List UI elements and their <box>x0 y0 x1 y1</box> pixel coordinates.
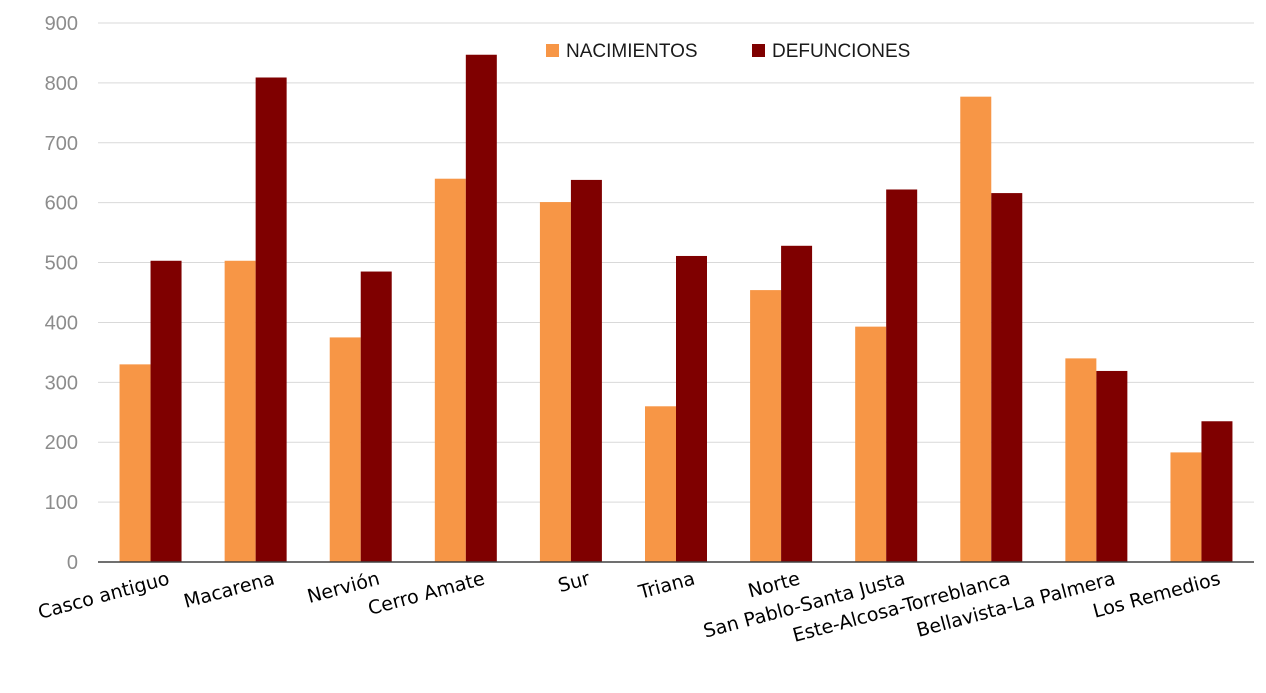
y-tick-label: 100 <box>45 492 78 514</box>
bar-nacimientos-3 <box>434 178 466 562</box>
y-tick-label: 200 <box>45 432 78 454</box>
bar-defunciones-10 <box>1201 421 1233 562</box>
bar-defunciones-7 <box>886 189 918 563</box>
bar-nacimientos-7 <box>855 326 887 562</box>
bar-nacimientos-6 <box>750 290 782 562</box>
x-category-label: Cerro Amate <box>366 568 487 620</box>
y-tick-label: 500 <box>45 253 78 275</box>
legend-swatch <box>752 44 765 57</box>
bar-defunciones-9 <box>1096 370 1128 562</box>
y-tick-label: 300 <box>45 372 78 394</box>
x-category-label: Sur <box>556 568 593 598</box>
x-category-label: Casco antiguo <box>36 568 172 624</box>
y-tick-label: 800 <box>45 73 78 95</box>
bar-defunciones-8 <box>991 193 1023 562</box>
legend: NACIMIENTOS DEFUNCIONES <box>546 41 910 62</box>
bar-defunciones-2 <box>360 271 392 562</box>
x-category-label: Macarena <box>181 568 276 613</box>
bar-defunciones-4 <box>570 179 602 563</box>
bar-nacimientos-10 <box>1170 452 1202 562</box>
y-axis-tick-labels: 0 100 200 300 400 500 600 700 800 900 <box>45 13 78 574</box>
bar-nacimientos-4 <box>539 202 571 562</box>
bar-defunciones-0 <box>150 260 182 562</box>
bars <box>119 54 1233 563</box>
bar-defunciones-3 <box>465 54 497 562</box>
bar-defunciones-6 <box>781 245 813 562</box>
y-tick-label: 0 <box>67 552 78 574</box>
y-tick-label: 900 <box>45 13 78 35</box>
bar-nacimientos-2 <box>329 337 361 562</box>
y-tick-label: 700 <box>45 133 78 155</box>
legend-label: NACIMIENTOS <box>566 41 698 62</box>
legend-swatch <box>546 44 559 57</box>
bar-nacimientos-9 <box>1065 358 1097 562</box>
y-tick-label: 600 <box>45 193 78 215</box>
bar-nacimientos-5 <box>645 406 676 562</box>
bar-nacimientos-8 <box>960 96 992 562</box>
x-category-label: Triana <box>635 568 697 604</box>
bar-defunciones-1 <box>255 77 287 562</box>
bar-defunciones-5 <box>676 255 707 562</box>
y-tick-label: 400 <box>45 312 78 334</box>
bar-nacimientos-1 <box>224 260 256 562</box>
legend-label: DEFUNCIONES <box>772 41 910 62</box>
bar-nacimientos-0 <box>119 364 151 562</box>
